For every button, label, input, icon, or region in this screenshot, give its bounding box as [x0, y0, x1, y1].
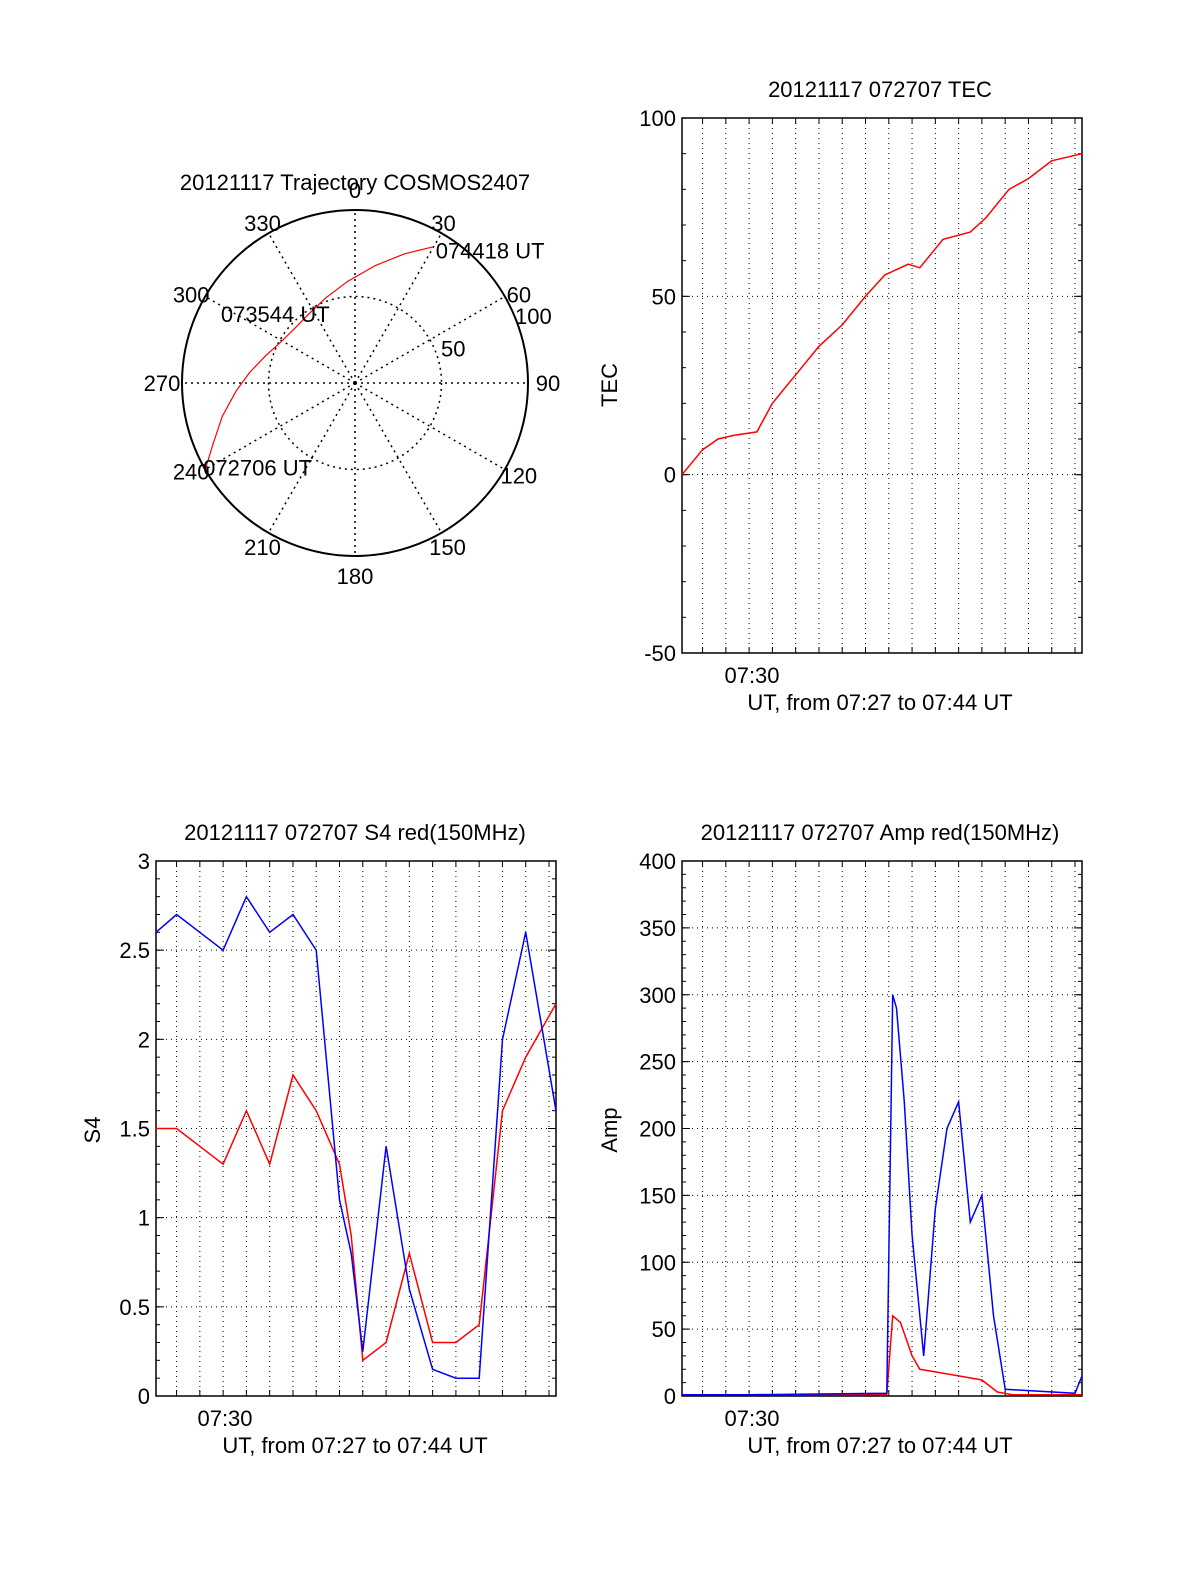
polar-angle-label: 240 — [173, 460, 210, 485]
y-tick-label: 400 — [639, 849, 676, 874]
tec-axes: -50 0 50 100 — [639, 106, 1083, 666]
polar-angle-label: 60 — [507, 283, 531, 308]
plot-frame — [681, 117, 1083, 654]
polar-angle-label: 300 — [173, 283, 210, 308]
series-line-red — [156, 1003, 557, 1362]
tec-xlabel: UT, from 07:27 to 07:44 UT — [747, 690, 1012, 715]
s4-plot: 20121117 072707 S4 red(150MHz) 0 0.5 1 1.5 2… — [80, 820, 557, 1458]
y-tick-label: 200 — [639, 1117, 676, 1142]
trajectory-annotation: 072706 UT — [203, 456, 312, 481]
series-line-red — [682, 1314, 1082, 1396]
polar-grid-circle — [267, 295, 443, 471]
tec-title: 20121117 072707 TEC — [768, 77, 992, 102]
y-tick-label: -50 — [644, 641, 676, 666]
polar-radius-labels: 50 100 — [441, 304, 552, 361]
y-tick-label: 100 — [639, 1250, 676, 1275]
polar-spoke — [267, 232, 356, 384]
y-tick-label: 350 — [639, 916, 676, 941]
polar-angle-labels: 0 30 60 90 120 150 180 210 240 270 300 330 — [144, 178, 561, 589]
s4-title: 20121117 072707 S4 red(150MHz) — [184, 820, 526, 845]
y-tick-label: 1 — [138, 1206, 150, 1231]
amp-title: 20121117 072707 Amp red(150MHz) — [701, 820, 1060, 845]
polar-angle-label: 150 — [429, 535, 466, 560]
s4-ylabel: S4 — [80, 1117, 105, 1144]
amp-axes: 0 50 100 150 200 250 300 350 400 — [639, 849, 1083, 1409]
polar-angle-label: 30 — [431, 211, 455, 236]
polar-spoke — [354, 295, 506, 384]
y-tick-label: 0 — [664, 1384, 676, 1409]
trajectory-annotation: 073544 UT — [221, 302, 330, 327]
y-tick-label: 2 — [138, 1027, 150, 1052]
y-tick-label: 0 — [664, 463, 676, 488]
trajectory-line — [204, 246, 434, 470]
y-tick-label: 0.5 — [119, 1295, 150, 1320]
y-tick-label: 250 — [639, 1050, 676, 1075]
polar-angle-label: 330 — [244, 211, 281, 236]
plot-frame — [681, 860, 1083, 1397]
amp-plot: 20121117 072707 Amp red(150MHz) 0 50 100 15… — [597, 820, 1083, 1458]
s4-series — [155, 895, 557, 1379]
polar-spoke — [354, 382, 443, 534]
y-tick-label: 2.5 — [119, 938, 150, 963]
polar-spoke — [204, 295, 356, 384]
y-tick-label: 100 — [639, 106, 676, 131]
polar-angle-label: 180 — [337, 564, 374, 589]
y-tick-label: 0 — [138, 1384, 150, 1409]
series-line-blue — [155, 895, 557, 1379]
amp-ylabel: Amp — [597, 1107, 622, 1152]
series-line-blue — [682, 994, 1083, 1396]
polar-angle-label: 210 — [244, 535, 281, 560]
polar-outer-circle — [181, 209, 529, 557]
polar-angle-label: 270 — [144, 371, 181, 396]
amp-xlabel: UT, from 07:27 to 07:44 UT — [747, 1433, 1012, 1458]
s4-xtick-label: 07:30 — [197, 1406, 252, 1431]
tec-series — [681, 152, 1083, 476]
tec-xtick-label: 07:30 — [724, 663, 779, 688]
trajectory-annotation: 074418 UT — [436, 239, 545, 264]
y-tick-label: 3 — [138, 849, 150, 874]
trajectory-title: 20121117 Trajectory COSMOS2407 — [180, 170, 530, 195]
s4-xlabel: UT, from 07:27 to 07:44 UT — [222, 1433, 487, 1458]
amp-series — [682, 994, 1083, 1396]
polar-radius-label: 50 — [441, 337, 465, 362]
polar-spoke — [267, 382, 356, 534]
y-tick-label: 1.5 — [119, 1117, 150, 1142]
polar-angle-label: 0 — [349, 178, 361, 203]
polar-angle-label: 90 — [536, 371, 560, 396]
trajectory-plot: 20121117 Trajectory COSMOS2407 0 30 60 90 12… — [144, 170, 561, 589]
s4-axes: 0 0.5 1 1.5 2 2.5 3 — [119, 849, 557, 1409]
polar-spoke — [354, 382, 506, 471]
tec-ylabel: TEC — [597, 363, 622, 407]
polar-angle-label: 120 — [500, 464, 537, 489]
polar-spoke — [354, 232, 443, 384]
amp-xtick-label: 07:30 — [724, 1406, 779, 1431]
trajectory-track — [204, 246, 434, 470]
polar-grid — [181, 209, 529, 557]
y-tick-label: 50 — [652, 1317, 676, 1342]
polar-radius-label: 100 — [515, 304, 552, 329]
y-tick-label: 50 — [652, 284, 676, 309]
y-tick-label: 300 — [639, 983, 676, 1008]
series-line-red — [681, 152, 1083, 476]
polar-spoke — [204, 382, 356, 471]
y-tick-label: 150 — [639, 1183, 676, 1208]
trajectory-annotations: 072706 UT 073544 UT 074418 UT — [203, 239, 544, 481]
